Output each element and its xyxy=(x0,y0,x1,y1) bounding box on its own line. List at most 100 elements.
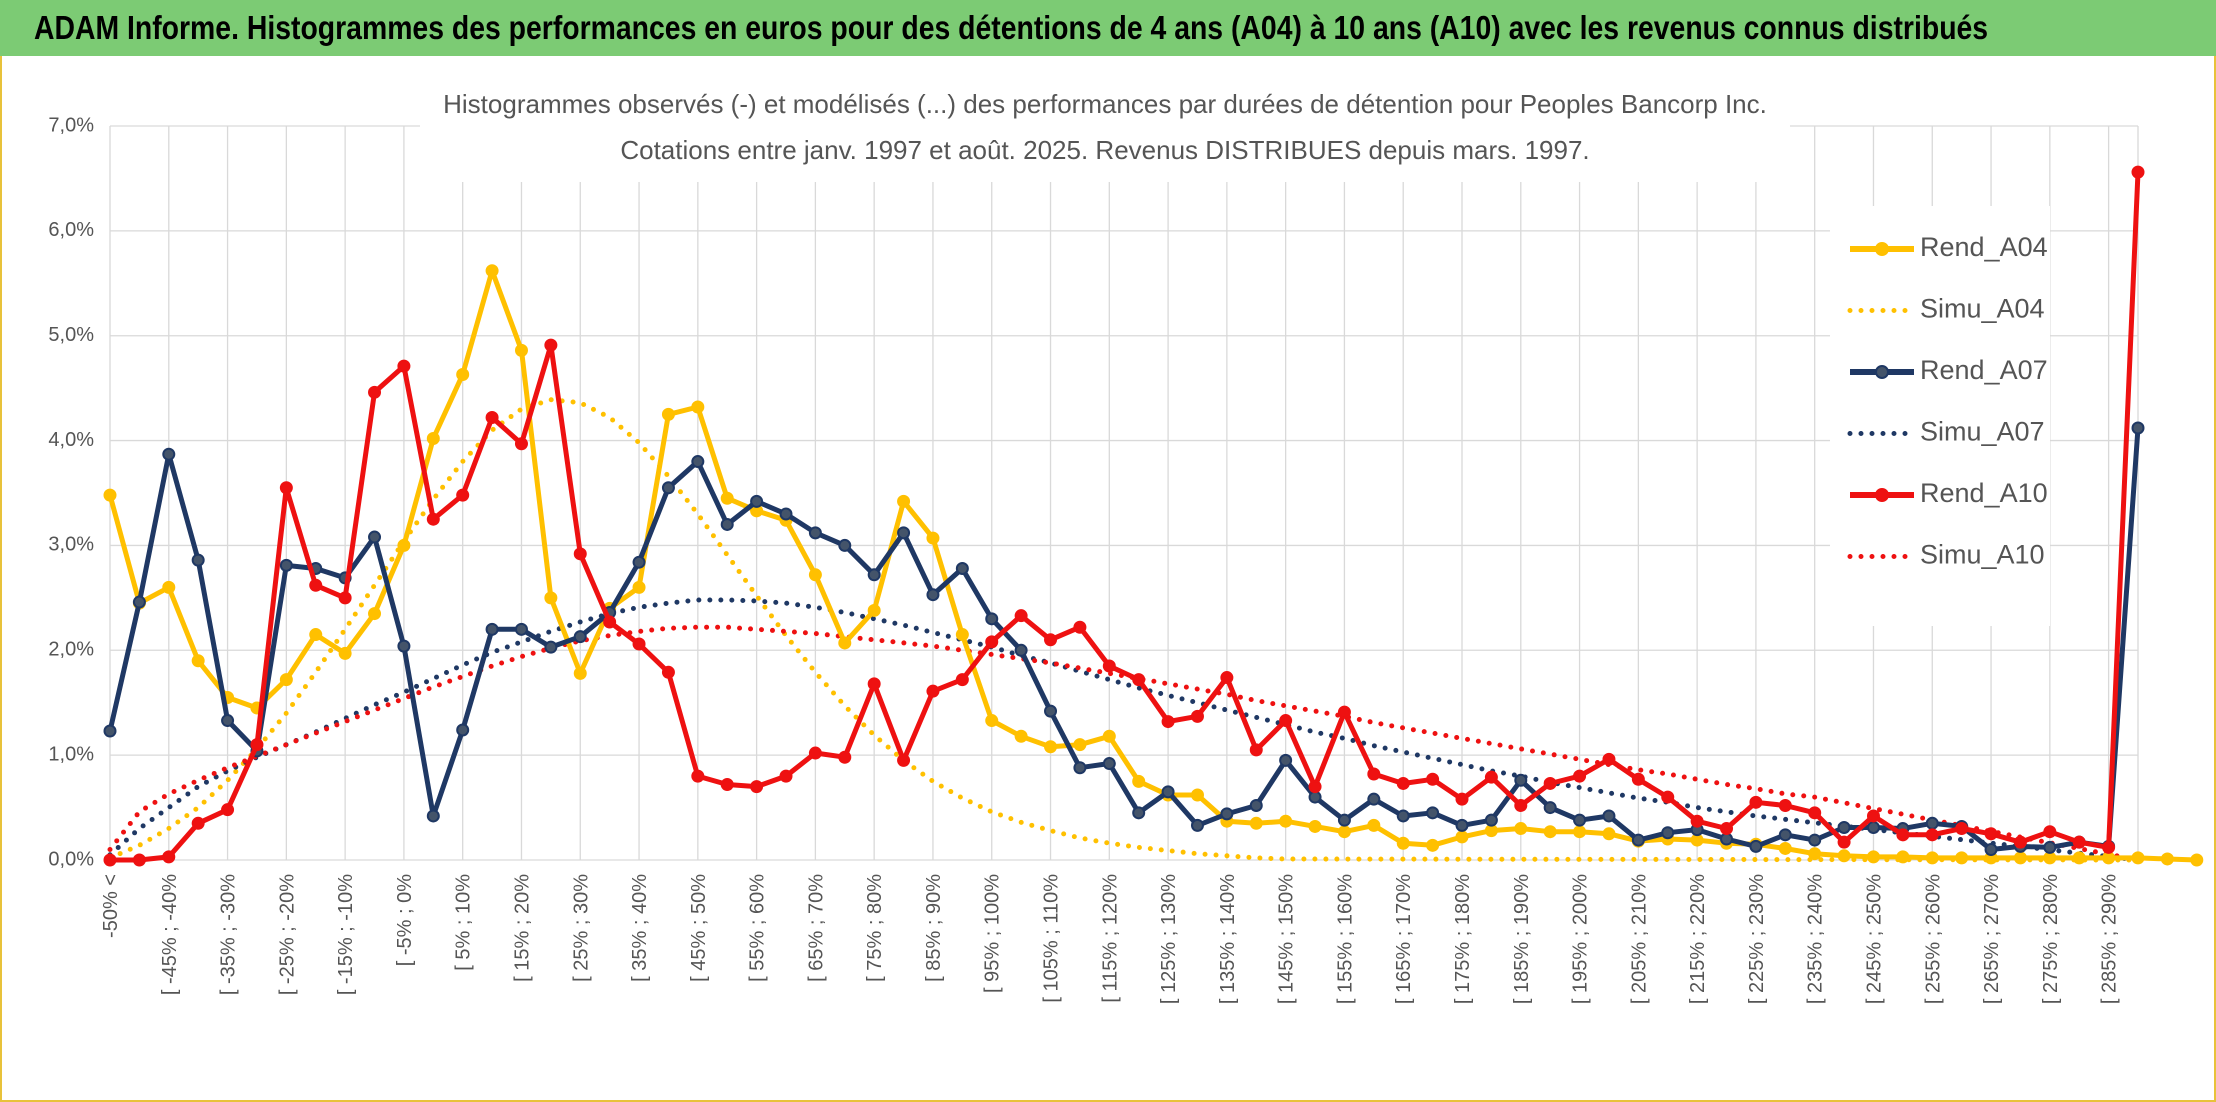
rend-a07-point xyxy=(808,526,822,540)
rend-a04-point xyxy=(2102,851,2116,865)
rend-a07-point xyxy=(1337,813,1351,827)
rend-a07-point xyxy=(1631,833,1645,847)
rend-a07-point xyxy=(485,622,499,636)
x-tick-label: [ 135% ; 140% xyxy=(1217,874,1239,1004)
x-tick-label: [ 45% ; 50% xyxy=(688,874,710,982)
rend-a07-point xyxy=(1014,643,1028,657)
y-tick-label: 7,0% xyxy=(48,114,94,136)
rend-a10-point xyxy=(1925,828,1939,842)
x-tick-label: [ 75% ; 80% xyxy=(864,874,886,982)
rend-a10-point xyxy=(397,359,411,373)
x-tick-label: [ 265% ; 270% xyxy=(1981,874,2003,1004)
rend-a10-point xyxy=(955,673,969,687)
x-tick-label: [ 85% ; 90% xyxy=(923,874,945,982)
rend-a10-point xyxy=(250,738,264,752)
rend-a10-point xyxy=(1720,822,1734,836)
rend-a07-point xyxy=(1426,806,1440,820)
rend-a07-point xyxy=(1602,809,1616,823)
rend-a10-point xyxy=(1837,835,1851,849)
rend-a04-point xyxy=(632,580,646,594)
rend-a04-point xyxy=(573,666,587,680)
rend-a04-point xyxy=(926,531,940,545)
rend-a10-point xyxy=(750,780,764,794)
rend-a04-point xyxy=(1396,836,1410,850)
rend-a10-point xyxy=(1073,620,1087,634)
rend-a04-point xyxy=(1484,824,1498,838)
rend-a10-point xyxy=(2013,835,2027,849)
rend-a07-point xyxy=(1367,792,1381,806)
chart-frame xyxy=(0,56,2216,1102)
rend-a04-point xyxy=(1279,814,1293,828)
x-tick-label: [ 95% ; 100% xyxy=(982,874,1004,993)
legend-marker xyxy=(1875,242,1889,256)
rend-a10-point xyxy=(279,481,293,495)
y-tick-label: 1,0% xyxy=(48,743,94,765)
rend-a10-point xyxy=(1455,792,1469,806)
rend-a07-point xyxy=(867,568,881,582)
rend-a04-point xyxy=(1514,822,1528,836)
rend-a10-point xyxy=(1044,633,1058,647)
rend-a10-point xyxy=(103,853,117,867)
x-tick-label: [ 25% ; 30% xyxy=(570,874,592,982)
rend-a07-point xyxy=(955,561,969,575)
rend-a10-point xyxy=(1484,770,1498,784)
rend-a07-point xyxy=(779,507,793,521)
simu-a07-line xyxy=(107,597,2141,863)
rend-a07-point xyxy=(1249,798,1263,812)
rend-a10-point xyxy=(897,753,911,767)
rend-a07-point xyxy=(1396,809,1410,823)
rend-a07-point xyxy=(162,447,176,461)
x-tick-label: [ 225% ; 230% xyxy=(1746,874,1768,1004)
rend-a10-point xyxy=(1808,806,1822,820)
x-tick-label: [ 155% ; 160% xyxy=(1334,874,1356,1004)
rend-a10-point xyxy=(1896,828,1910,842)
rend-a10-point xyxy=(309,578,323,592)
rend-a07-point xyxy=(1514,773,1528,787)
rend-a10-point xyxy=(1661,790,1675,804)
rend-a10-point xyxy=(1426,772,1440,786)
rend-a04-point xyxy=(1837,849,1851,863)
rend-a10-point xyxy=(2102,840,2116,854)
rend-a10-point xyxy=(1190,709,1204,723)
x-tick-label: [ 195% ; 200% xyxy=(1570,874,1592,1004)
x-tick-label: [ 215% ; 220% xyxy=(1687,874,1709,1004)
rend-a10-point xyxy=(1308,780,1322,794)
rend-a07-point xyxy=(661,481,675,495)
rend-a04-point xyxy=(867,603,881,617)
rend-a10-point xyxy=(1866,809,1880,823)
rend-a07-point xyxy=(1573,813,1587,827)
chart-subtitle: Cotations entre janv. 1997 et août. 2025… xyxy=(620,135,1589,165)
rend-a07-point xyxy=(1455,818,1469,832)
legend-label: Simu_A10 xyxy=(1920,540,2045,570)
rend-a10-point xyxy=(1220,671,1234,685)
rend-a07-point xyxy=(544,640,558,654)
rend-a10-point xyxy=(338,591,352,605)
chart-title: Histogrammes observés (-) et modélisés (… xyxy=(443,89,1767,119)
rend-a07-point xyxy=(103,724,117,738)
rend-a04-point xyxy=(1455,830,1469,844)
rend-a07-point xyxy=(1073,761,1087,775)
rend-a04-point xyxy=(368,607,382,621)
rend-a07-point xyxy=(1190,818,1204,832)
rend-a10-point xyxy=(779,769,793,783)
rend-a04-point xyxy=(2013,851,2027,865)
x-axis-ticks: -50% < [ -45% ; -40% [ -35% ; -30% [ -25% ;… xyxy=(100,874,2121,1004)
rend-a07-point xyxy=(573,630,587,644)
x-tick-label: [ -35% ; -30% xyxy=(218,874,240,995)
simu-a04-line xyxy=(107,397,2141,863)
rend-a04-point xyxy=(279,673,293,687)
rend-a10-point xyxy=(1631,772,1645,786)
x-tick-label: [ -15% ; -10% xyxy=(335,874,357,995)
rend-a10-point xyxy=(162,850,176,864)
rend-a10-point xyxy=(2072,835,2086,849)
rend-a04-point xyxy=(1337,825,1351,839)
x-tick-label: [ 255% ; 260% xyxy=(1922,874,1944,1004)
rend-a10-point xyxy=(1337,705,1351,719)
rend-a04-point xyxy=(1190,788,1204,802)
rend-a10-point xyxy=(1396,776,1410,790)
rend-a07-point xyxy=(1925,816,1939,830)
rend-a07-point xyxy=(1308,790,1322,804)
rend-a04-point xyxy=(1044,740,1058,754)
rend-a07-point xyxy=(1543,801,1557,815)
x-tick-label: [ 275% ; 280% xyxy=(2040,874,2062,1004)
